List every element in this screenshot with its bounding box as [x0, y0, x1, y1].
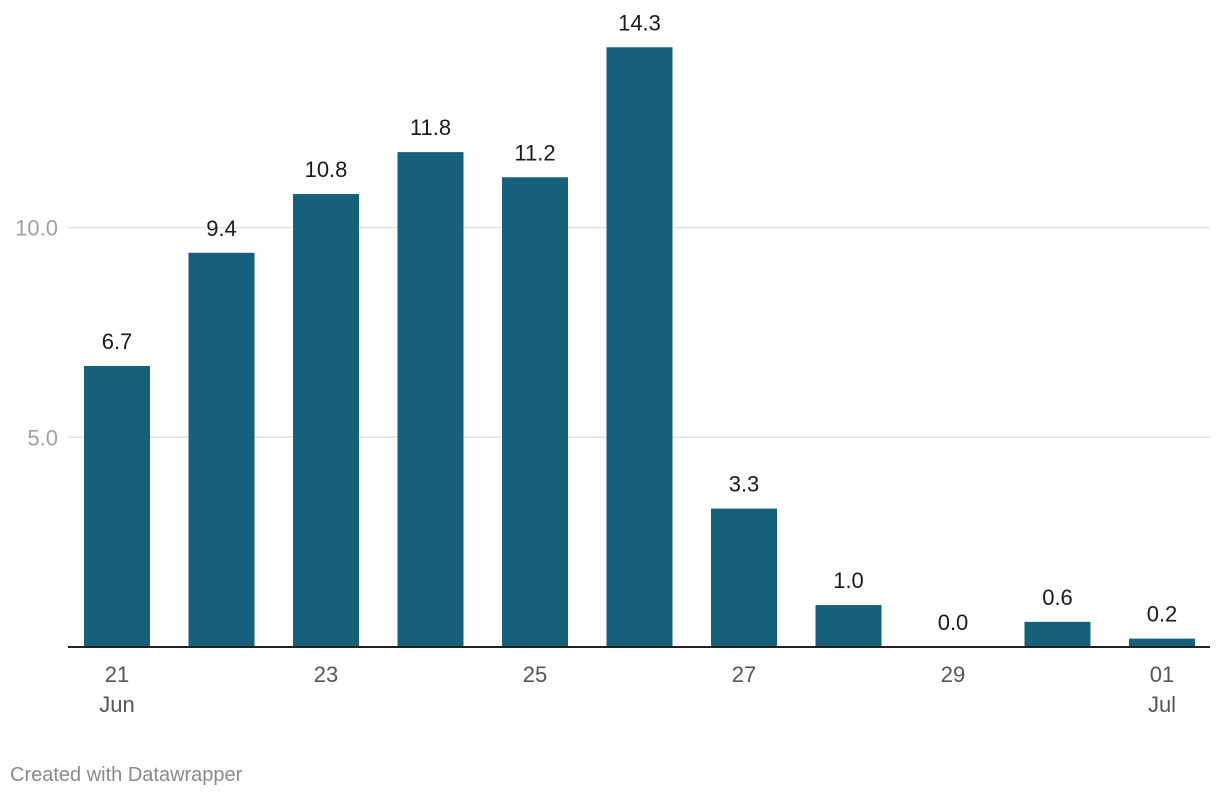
x-axis-tick-labels: 21 Jun 23 25 27 29 01 Jul [99, 662, 1176, 717]
data-label-0: 6.7 [102, 329, 133, 354]
data-label-3: 11.8 [410, 115, 451, 140]
bar-0 [84, 366, 150, 647]
data-label-2: 10.8 [305, 157, 348, 182]
bars [84, 47, 1195, 648]
data-label-4: 11.2 [514, 140, 555, 165]
bar-10 [1129, 638, 1195, 647]
data-label-10: 0.2 [1147, 602, 1178, 627]
x-tick-day-0: 21 [105, 662, 129, 687]
data-label-8: 0.0 [938, 610, 969, 635]
x-tick-day-4: 29 [941, 662, 965, 687]
y-axis-tick-labels: 5.0 10.0 [15, 216, 58, 451]
credit-text: Created with Datawrapper [10, 764, 243, 786]
data-label-7: 1.0 [833, 568, 864, 593]
x-tick-month-0: Jun [99, 692, 134, 717]
x-tick-day-2: 25 [523, 662, 547, 687]
y-tick-label-0: 5.0 [27, 425, 58, 450]
x-tick-day-5: 01 [1150, 662, 1174, 687]
bar-7 [815, 605, 882, 647]
bar-3 [397, 152, 464, 647]
bar-5 [606, 47, 673, 648]
bar-chart: 5.0 10.0 6.7 9.4 10.8 11.8 11.2 14.3 3.3 1.0 0.0 0… [15, 10, 1210, 717]
y-tick-label-1: 10.0 [15, 216, 58, 241]
bar-4 [502, 177, 568, 647]
data-label-9: 0.6 [1042, 585, 1073, 610]
bar-6 [711, 508, 777, 647]
data-label-6: 3.3 [729, 472, 760, 497]
x-tick-month-5: Jul [1148, 692, 1176, 717]
x-tick-day-3: 27 [732, 662, 756, 687]
x-tick-day-1: 23 [314, 662, 338, 687]
data-label-5: 14.3 [618, 10, 661, 35]
data-labels: 6.7 9.4 10.8 11.8 11.2 14.3 3.3 1.0 0.0 0.6 0.2 [102, 10, 1178, 635]
bar-2 [293, 194, 359, 647]
data-label-1: 9.4 [206, 216, 237, 241]
bar-1 [188, 252, 255, 647]
bar-9 [1024, 621, 1091, 647]
